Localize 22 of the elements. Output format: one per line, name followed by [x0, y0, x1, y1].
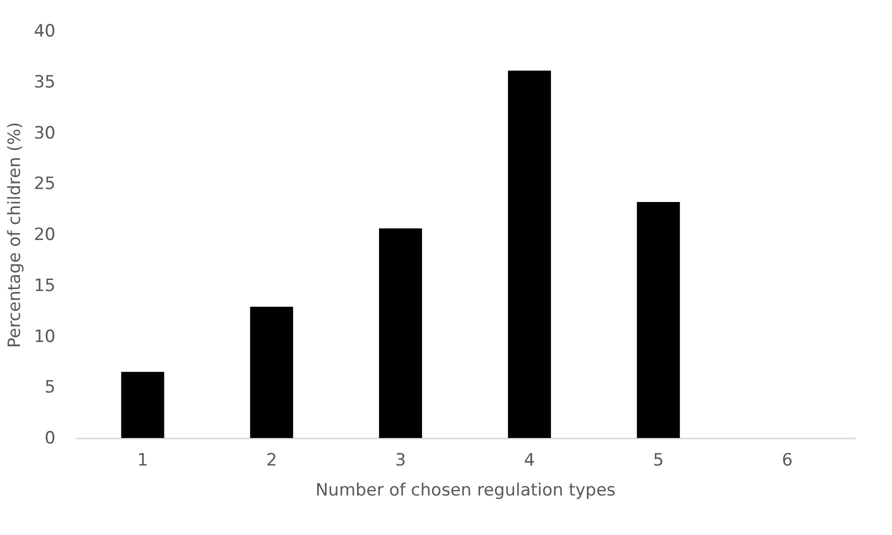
bar — [121, 372, 164, 438]
x-axis-title: Number of chosen regulation types — [315, 480, 616, 500]
x-tick-label: 5 — [652, 450, 664, 470]
y-axis-title: Percentage of children (%) — [4, 122, 25, 348]
y-tick-label: 20 — [34, 225, 56, 245]
y-tick-label: 30 — [34, 123, 56, 144]
x-tick-label: 3 — [395, 450, 406, 470]
bar — [508, 70, 551, 438]
x-tick-label: 6 — [782, 450, 793, 470]
y-tick-label: 5 — [44, 378, 56, 398]
y-tick-label: 40 — [34, 22, 56, 42]
bar — [250, 306, 294, 438]
x-tick-label: 2 — [266, 450, 278, 470]
x-tick-label: 4 — [524, 450, 535, 470]
bar — [636, 202, 680, 438]
y-tick-label: 0 — [44, 428, 56, 448]
y-tick-label: 10 — [34, 326, 56, 347]
y-tick-label: 25 — [34, 174, 56, 194]
bar — [379, 228, 422, 438]
y-tick-label: 35 — [34, 72, 56, 92]
x-tick-label: 1 — [137, 450, 148, 470]
y-tick-label: 15 — [34, 276, 56, 296]
